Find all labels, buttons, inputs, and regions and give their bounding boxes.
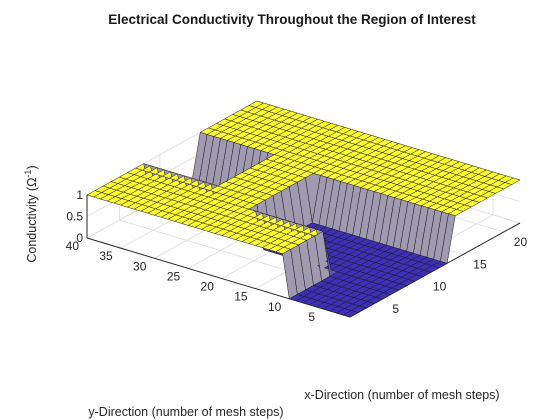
z-axis-label: Conductivity (Ω-1): [23, 165, 39, 262]
z-axis-label-close: ): [25, 165, 39, 169]
y-tick-label: 5: [308, 310, 315, 324]
y-tick-label: 20: [201, 280, 215, 294]
y-tick-label: 30: [133, 259, 147, 273]
y-tick-label: 15: [234, 290, 248, 304]
tick-labels: 5 10 15 20 5 10 15 20 25 30 35 400 0.5 1: [66, 188, 528, 324]
x-tick-label: 10: [433, 280, 447, 294]
y-tick-label: 35: [99, 249, 113, 263]
x-axis-label: x-Direction (number of mesh steps): [304, 388, 499, 402]
z-tick-label: 0: [76, 231, 83, 245]
y-tick-label: 40: [66, 239, 80, 253]
x-tick-label: 20: [514, 235, 528, 249]
chart-title: Electrical Conductivity Throughout the R…: [108, 12, 476, 27]
x-tick-label: 15: [473, 257, 487, 271]
z-axis-label-sup: -1: [23, 170, 33, 178]
y-tick-label: 10: [268, 300, 282, 314]
surface-cell: [504, 177, 521, 185]
surface-plot: [86, 100, 521, 318]
z-tick-label: 0.5: [66, 210, 83, 224]
z-tick-label: 1: [76, 188, 83, 202]
y-axis-label: y-Direction (number of mesh steps): [88, 405, 283, 419]
y-tick-label: 25: [167, 269, 181, 283]
x-tick-label: 5: [392, 302, 399, 316]
z-axis-label-main: Conductivity (Ω: [25, 178, 39, 263]
